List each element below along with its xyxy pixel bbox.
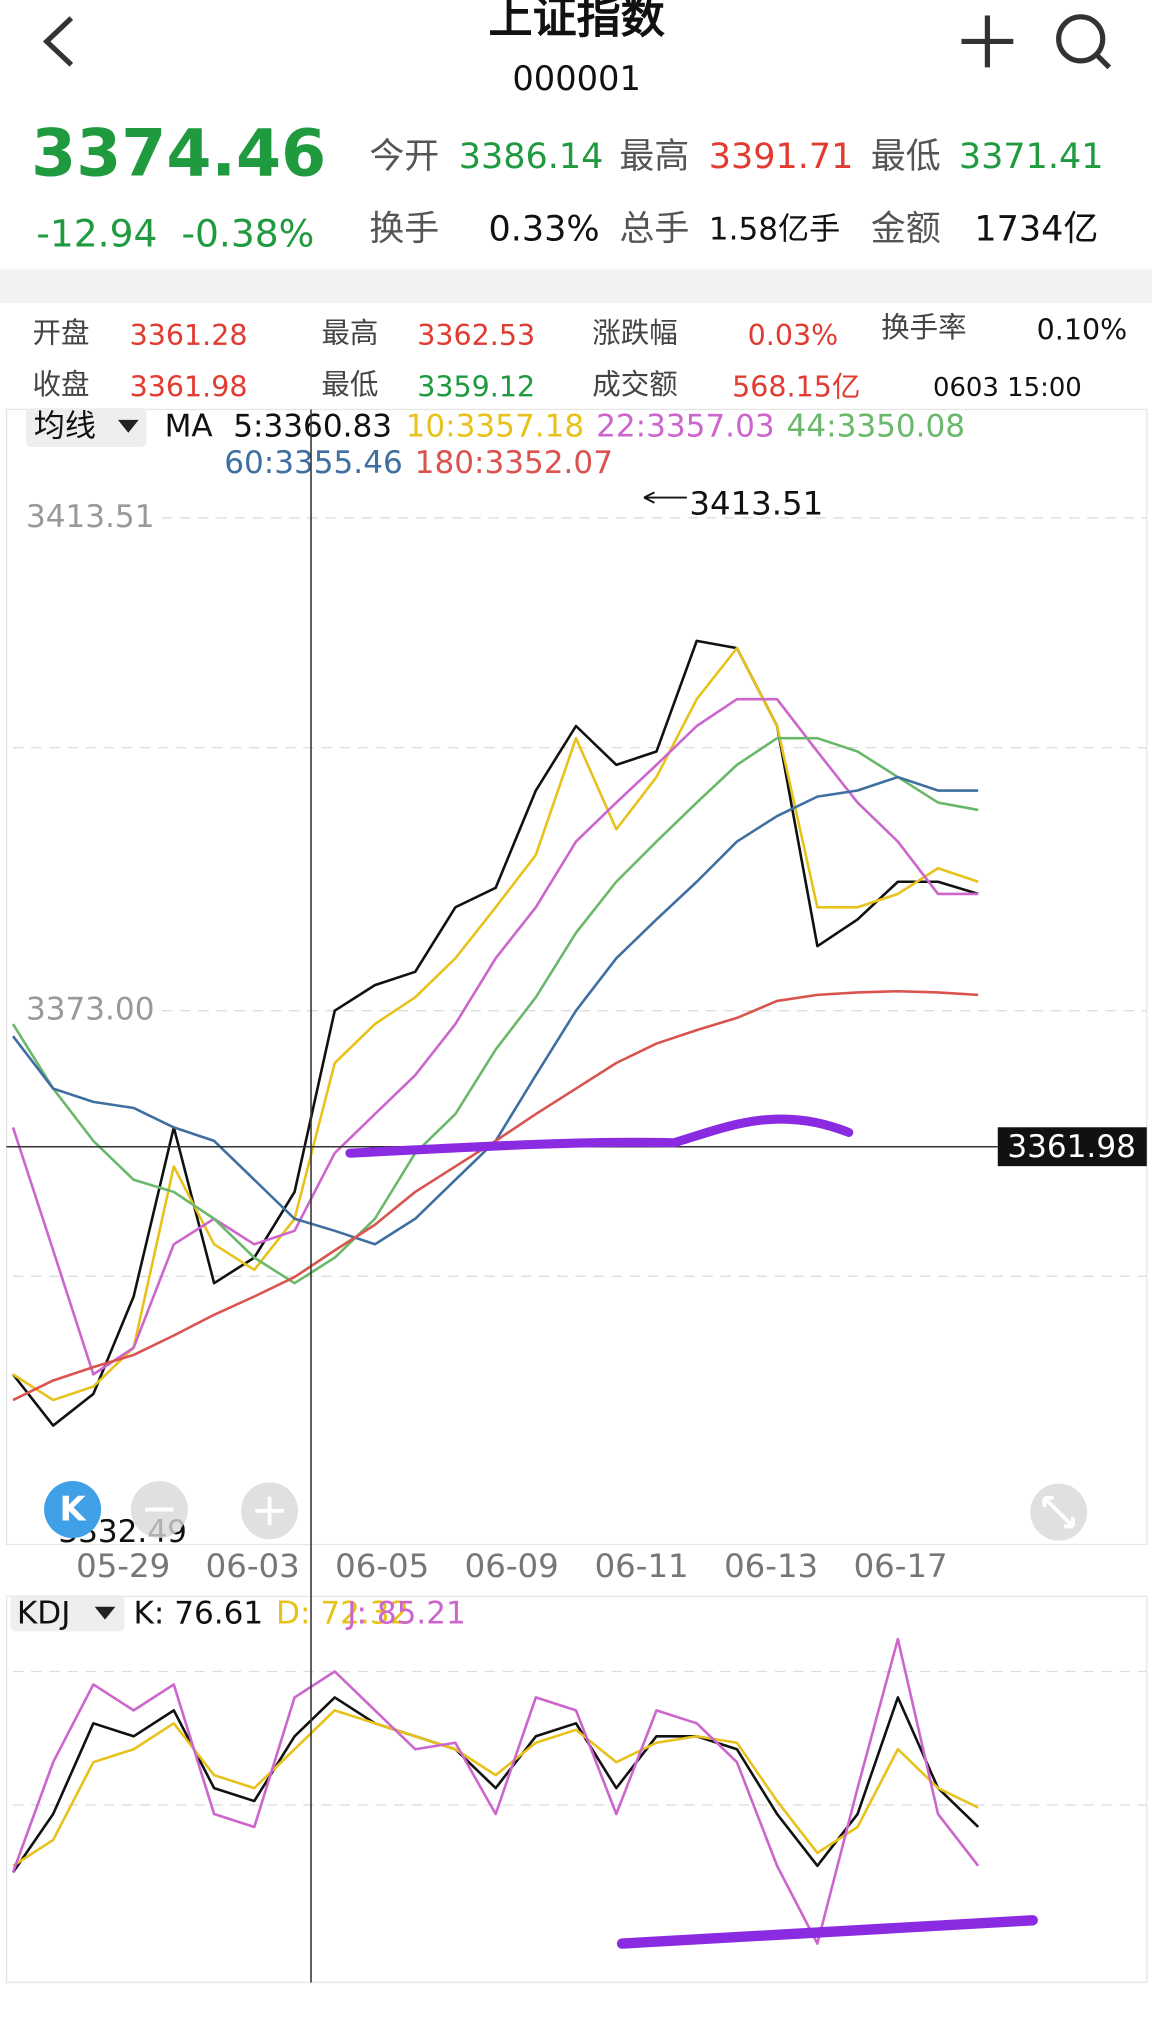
zoom-in-button[interactable] bbox=[241, 1482, 299, 1540]
info-label: 最低 bbox=[321, 368, 378, 401]
stat-value: 1734亿 bbox=[974, 210, 1098, 250]
ma-entry: 22:3357.03 bbox=[596, 409, 775, 445]
info-value: 0.10% bbox=[1037, 314, 1128, 347]
stat-label: 今开 bbox=[369, 137, 439, 177]
add-button[interactable] bbox=[961, 15, 1014, 68]
drawn-line bbox=[345, 1114, 854, 1158]
info-value: 3361.98 bbox=[130, 371, 248, 404]
fullscreen-button[interactable] bbox=[1030, 1483, 1088, 1541]
stat-label: 金额 bbox=[871, 210, 941, 250]
info-value: 0.03% bbox=[748, 319, 839, 352]
kdj-selector-label: KDJ bbox=[17, 1595, 70, 1631]
series-line bbox=[11, 1637, 980, 1945]
stat-label: 换手 bbox=[369, 210, 439, 250]
stat-value: 3386.14 bbox=[459, 137, 604, 177]
info-label: 最高 bbox=[321, 316, 378, 349]
crosshair-label-box bbox=[997, 1127, 1147, 1167]
main-panel bbox=[5, 408, 1148, 1546]
kdj-panel bbox=[5, 1595, 1148, 1984]
info-label: 涨跌幅 bbox=[592, 316, 678, 349]
ma-entry: 180:3352.07 bbox=[415, 445, 613, 481]
y-tick-label: 3373.00 bbox=[26, 992, 155, 1028]
stat-label: 最低 bbox=[871, 137, 941, 177]
info-label: 成交额 bbox=[592, 368, 678, 401]
kdj-selector[interactable]: KDJ bbox=[10, 1595, 125, 1631]
price: 3374.46 bbox=[31, 117, 326, 192]
zoom-out-button[interactable] bbox=[130, 1481, 188, 1539]
info-label: 开盘 bbox=[32, 316, 89, 349]
series-line bbox=[11, 1696, 980, 1874]
plot: 3413.51 3373.00 05-29 06-03 06-05 06-09 06-11 0… bbox=[11, 499, 1147, 1945]
stat-label: 总手 bbox=[619, 210, 689, 250]
ma-entry: 10:3357.18 bbox=[406, 409, 585, 445]
x-tick-label: 06-09 bbox=[465, 1547, 559, 1585]
kdj-entry: K: 76.61 bbox=[134, 1595, 264, 1631]
info-value: 3362.53 bbox=[417, 319, 535, 352]
info-label: 收盘 bbox=[32, 368, 89, 401]
ma-prefix: MA bbox=[165, 409, 213, 445]
max-label: 3413.51 bbox=[689, 484, 823, 522]
series-line bbox=[12, 989, 979, 1402]
ma-entry: 60:3355.46 bbox=[224, 445, 403, 481]
ma-entry: 5:3360.83 bbox=[233, 409, 392, 445]
drawn-line bbox=[616, 1915, 1038, 1949]
series-line bbox=[11, 697, 979, 1376]
info-value: 568.15亿 bbox=[732, 371, 860, 404]
kdj-entry: J: 85.21 bbox=[345, 1595, 466, 1631]
stat-value: 0.33% bbox=[489, 210, 600, 250]
x-tick-label: 06-03 bbox=[206, 1547, 300, 1585]
stat-label: 最高 bbox=[619, 137, 689, 177]
series-line bbox=[11, 736, 979, 1285]
back-button[interactable] bbox=[42, 16, 74, 67]
change: -12.94 bbox=[36, 211, 157, 255]
max-arrow bbox=[643, 491, 687, 504]
code: 000001 bbox=[512, 59, 641, 98]
change-pct: -0.38% bbox=[181, 211, 314, 255]
info-time: 0603 15:00 bbox=[933, 373, 1082, 403]
x-tick-label: 05-29 bbox=[76, 1547, 170, 1585]
title: 上证指数 bbox=[489, 0, 666, 44]
x-tick-label: 06-13 bbox=[724, 1547, 818, 1585]
info-value: 3361.28 bbox=[130, 319, 248, 352]
ma-selector[interactable]: 均线 bbox=[25, 408, 147, 448]
ma-entry: 44:3350.08 bbox=[787, 409, 966, 445]
crosshair-label: 3361.98 bbox=[1007, 1129, 1136, 1165]
x-tick-label: 06-05 bbox=[335, 1547, 429, 1585]
separator bbox=[0, 269, 1152, 304]
x-tick-label: 06-11 bbox=[595, 1547, 689, 1585]
y-tick-label: 3413.51 bbox=[26, 499, 155, 535]
search-button[interactable] bbox=[1056, 14, 1112, 70]
ma-selector-label: 均线 bbox=[34, 409, 96, 445]
k-button[interactable]: K bbox=[44, 1481, 102, 1539]
info-label: 换手率 bbox=[881, 311, 967, 344]
series-line bbox=[12, 1709, 979, 1867]
stat-value: 3371.41 bbox=[959, 137, 1104, 177]
stat-value: 1.58亿手 bbox=[709, 212, 840, 248]
info-value: 3359.12 bbox=[417, 371, 535, 404]
stat-value: 3391.71 bbox=[709, 137, 854, 177]
svg-text:K: K bbox=[60, 1489, 88, 1528]
series-line bbox=[12, 646, 979, 1402]
x-tick-label: 06-17 bbox=[854, 1547, 948, 1585]
kdj-entry: D: 72.32 bbox=[276, 1595, 409, 1631]
